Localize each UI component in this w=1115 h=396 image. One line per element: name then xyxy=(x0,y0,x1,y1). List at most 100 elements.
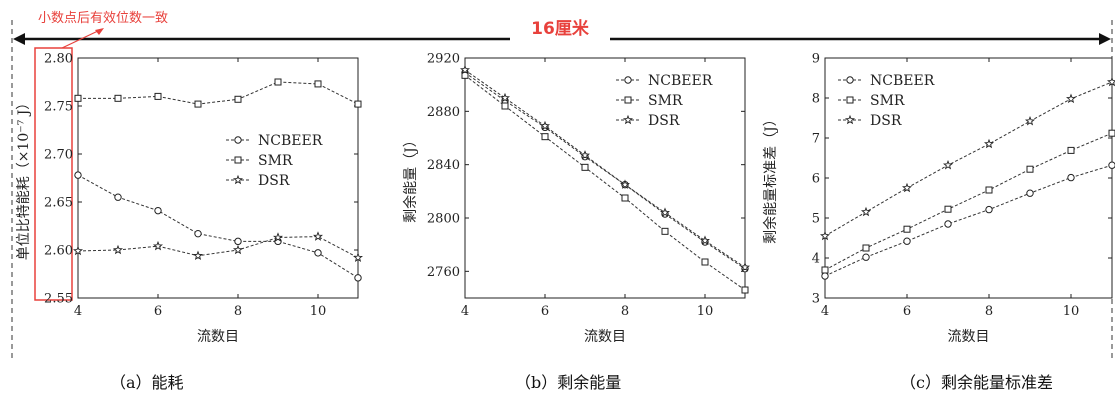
legend-entry: SMR xyxy=(648,93,683,109)
y-tick-label: 2.55 xyxy=(44,292,73,307)
data-point-smr xyxy=(1108,129,1115,137)
annotation-pointer xyxy=(61,29,101,49)
data-point-dsr xyxy=(460,64,470,75)
legend-entry: DSR xyxy=(870,113,902,129)
y-tick-label: 2.65 xyxy=(44,196,73,211)
chart-panel-energy: 4 6 8 10 2.55 2.60 2.65 2.70 2.75 2.80 流数目 单位比特能耗（×… xyxy=(16,52,363,392)
data-point-dsr xyxy=(353,252,363,262)
data-point-smr xyxy=(461,71,469,79)
data-point-dsr xyxy=(943,159,953,170)
data-point-smr xyxy=(501,102,509,110)
data-point-dsr xyxy=(984,138,994,149)
x-tick-label: 10 xyxy=(697,304,714,319)
annotation-highlight-box xyxy=(34,47,73,301)
width-label: 16厘米 xyxy=(531,18,590,39)
data-point-ncbeer xyxy=(985,205,993,214)
data-point-dsr xyxy=(500,92,510,103)
data-point-ncbeer xyxy=(354,274,362,282)
legend-entry: DSR xyxy=(648,113,680,129)
y-tick-label: 2.60 xyxy=(44,244,73,259)
x-tick-label: 6 xyxy=(154,304,162,319)
x-tick-label: 4 xyxy=(74,304,82,319)
data-point-smr xyxy=(234,95,242,103)
data-point-dsr xyxy=(313,231,323,241)
data-point-dsr xyxy=(1107,76,1115,87)
legend-square-marker xyxy=(624,96,632,104)
data-point-dsr xyxy=(113,244,123,255)
series-line-ncbeer xyxy=(464,72,746,270)
data-point-dsr xyxy=(540,120,550,131)
data-point-ncbeer xyxy=(114,193,122,201)
x-axis-label: 流数目 xyxy=(197,329,239,345)
y-tick-label: 2.75 xyxy=(44,100,73,115)
annotation-note: 小数点后有效位数一致 xyxy=(38,11,168,26)
y-axis-label: 剩余能量（J） xyxy=(402,133,419,223)
series-line-smr xyxy=(78,81,359,105)
data-point-dsr xyxy=(193,250,203,261)
legend-circle-marker xyxy=(846,76,854,84)
legend-star-marker xyxy=(623,114,633,125)
data-point-dsr xyxy=(153,240,163,251)
y-tick-label: 9 xyxy=(812,52,820,67)
data-point-ncbeer xyxy=(314,249,322,257)
x-axis-label: 流数目 xyxy=(584,329,626,345)
data-point-ncbeer xyxy=(1026,189,1034,197)
data-point-ncbeer xyxy=(1067,173,1075,182)
legend-entry: DSR xyxy=(258,173,290,189)
chart-panel-residual-energy: 4 6 8 10 2760 2800 2840 2880 2920 流数目 剩余能量（J） NCBEE… xyxy=(402,52,751,392)
plot-frame xyxy=(77,57,359,299)
data-point-dsr xyxy=(73,245,83,256)
data-point-smr xyxy=(1026,165,1034,173)
x-tick-label: 10 xyxy=(1063,304,1080,319)
data-point-smr xyxy=(154,92,162,100)
data-point-ncbeer xyxy=(1108,161,1115,169)
data-point-smr xyxy=(985,186,993,194)
data-point-dsr xyxy=(1066,93,1076,104)
x-tick-label: 8 xyxy=(621,304,629,319)
legend-entry: NCBEER xyxy=(258,133,323,149)
y-axis-label: 单位比特能耗（×10⁻⁷ J） xyxy=(16,96,32,261)
data-point-dsr xyxy=(902,182,912,193)
series-line-smr xyxy=(824,132,1113,271)
series-line-ncbeer xyxy=(824,164,1113,277)
data-point-ncbeer xyxy=(154,206,162,215)
x-tick-label: 6 xyxy=(541,304,549,319)
data-point-ncbeer xyxy=(821,272,829,280)
chart-panel-residual-energy-std: 4 6 8 103456789流数目剩余能量标准差（J）NCBEERSMRDSR（c）… xyxy=(762,52,1115,392)
y-tick-label: 8 xyxy=(812,92,820,107)
legend-entry: NCBEER xyxy=(870,73,935,89)
width-label-bg xyxy=(510,18,610,42)
y-tick-label: 6 xyxy=(812,172,820,187)
x-tick-label: 8 xyxy=(985,304,993,319)
y-axis-label: 剩余能量标准差（J） xyxy=(762,112,779,244)
y-tick-label: 7 xyxy=(812,132,820,147)
data-point-smr xyxy=(581,163,589,171)
y-tick-label: 4 xyxy=(812,252,820,267)
legend-entry: SMR xyxy=(258,153,293,169)
y-tick-label: 2760 xyxy=(427,265,460,280)
data-point-dsr xyxy=(861,206,871,217)
data-point-ncbeer xyxy=(234,237,242,246)
legend-square-marker xyxy=(846,96,854,104)
legend-entry: SMR xyxy=(870,93,905,109)
data-point-ncbeer xyxy=(944,220,952,228)
x-tick-label: 4 xyxy=(821,304,829,319)
legend-circle-marker xyxy=(624,76,632,84)
y-tick-label: 3 xyxy=(812,292,820,307)
legend-circle-marker xyxy=(234,136,242,144)
data-point-ncbeer xyxy=(194,229,202,238)
series-line-dsr xyxy=(824,81,1113,237)
data-point-smr xyxy=(1067,146,1075,154)
data-point-smr xyxy=(821,266,829,274)
y-tick-label: 2880 xyxy=(427,105,460,120)
data-point-dsr xyxy=(820,230,830,241)
data-point-dsr xyxy=(619,179,631,189)
legend-star-marker xyxy=(233,174,243,185)
data-point-dsr xyxy=(233,244,243,255)
data-point-smr xyxy=(194,100,202,108)
y-tick-label: 2920 xyxy=(427,52,460,67)
series-line-dsr xyxy=(464,69,746,268)
plot-frame xyxy=(464,57,746,299)
data-point-smr xyxy=(944,205,952,213)
